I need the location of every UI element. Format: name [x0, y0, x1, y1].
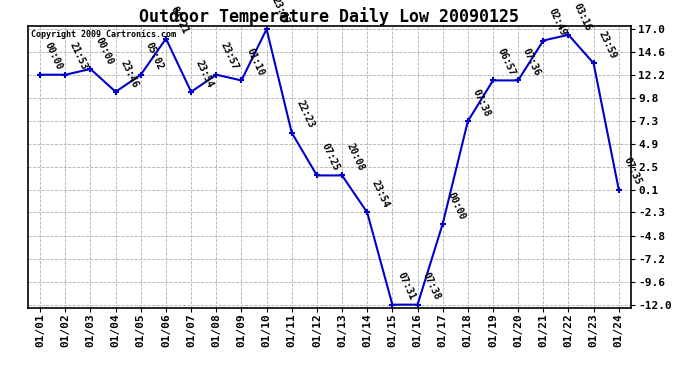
Text: 06:57: 06:57	[496, 47, 518, 78]
Text: 03:16: 03:16	[571, 1, 593, 32]
Text: 00:00: 00:00	[446, 190, 467, 221]
Text: 23:57: 23:57	[269, 0, 291, 26]
Text: 21:53: 21:53	[68, 41, 90, 72]
Text: 04:21: 04:21	[169, 5, 190, 36]
Text: 23:54: 23:54	[194, 58, 215, 89]
Text: 23:57: 23:57	[219, 41, 241, 72]
Text: 00:00: 00:00	[43, 41, 64, 72]
Text: 23:46: 23:46	[119, 58, 140, 89]
Text: 05:02: 05:02	[144, 41, 165, 72]
Text: 07:38: 07:38	[420, 271, 442, 302]
Title: Outdoor Temperature Daily Low 20090125: Outdoor Temperature Daily Low 20090125	[139, 7, 520, 26]
Text: 23:54: 23:54	[370, 179, 391, 210]
Text: Copyright 2009 Cartronics.com: Copyright 2009 Cartronics.com	[30, 30, 176, 39]
Text: 01:10: 01:10	[244, 47, 266, 78]
Text: 20:08: 20:08	[345, 142, 366, 172]
Text: 23:59: 23:59	[596, 30, 618, 60]
Text: 22:23: 22:23	[295, 99, 316, 130]
Text: 07:25: 07:25	[319, 142, 341, 172]
Text: 02:49: 02:49	[546, 7, 568, 38]
Text: 07:35: 07:35	[622, 156, 643, 187]
Text: 00:00: 00:00	[93, 35, 115, 66]
Text: 07:36: 07:36	[521, 47, 542, 78]
Text: 07:31: 07:31	[395, 271, 417, 302]
Text: 07:38: 07:38	[471, 88, 492, 118]
